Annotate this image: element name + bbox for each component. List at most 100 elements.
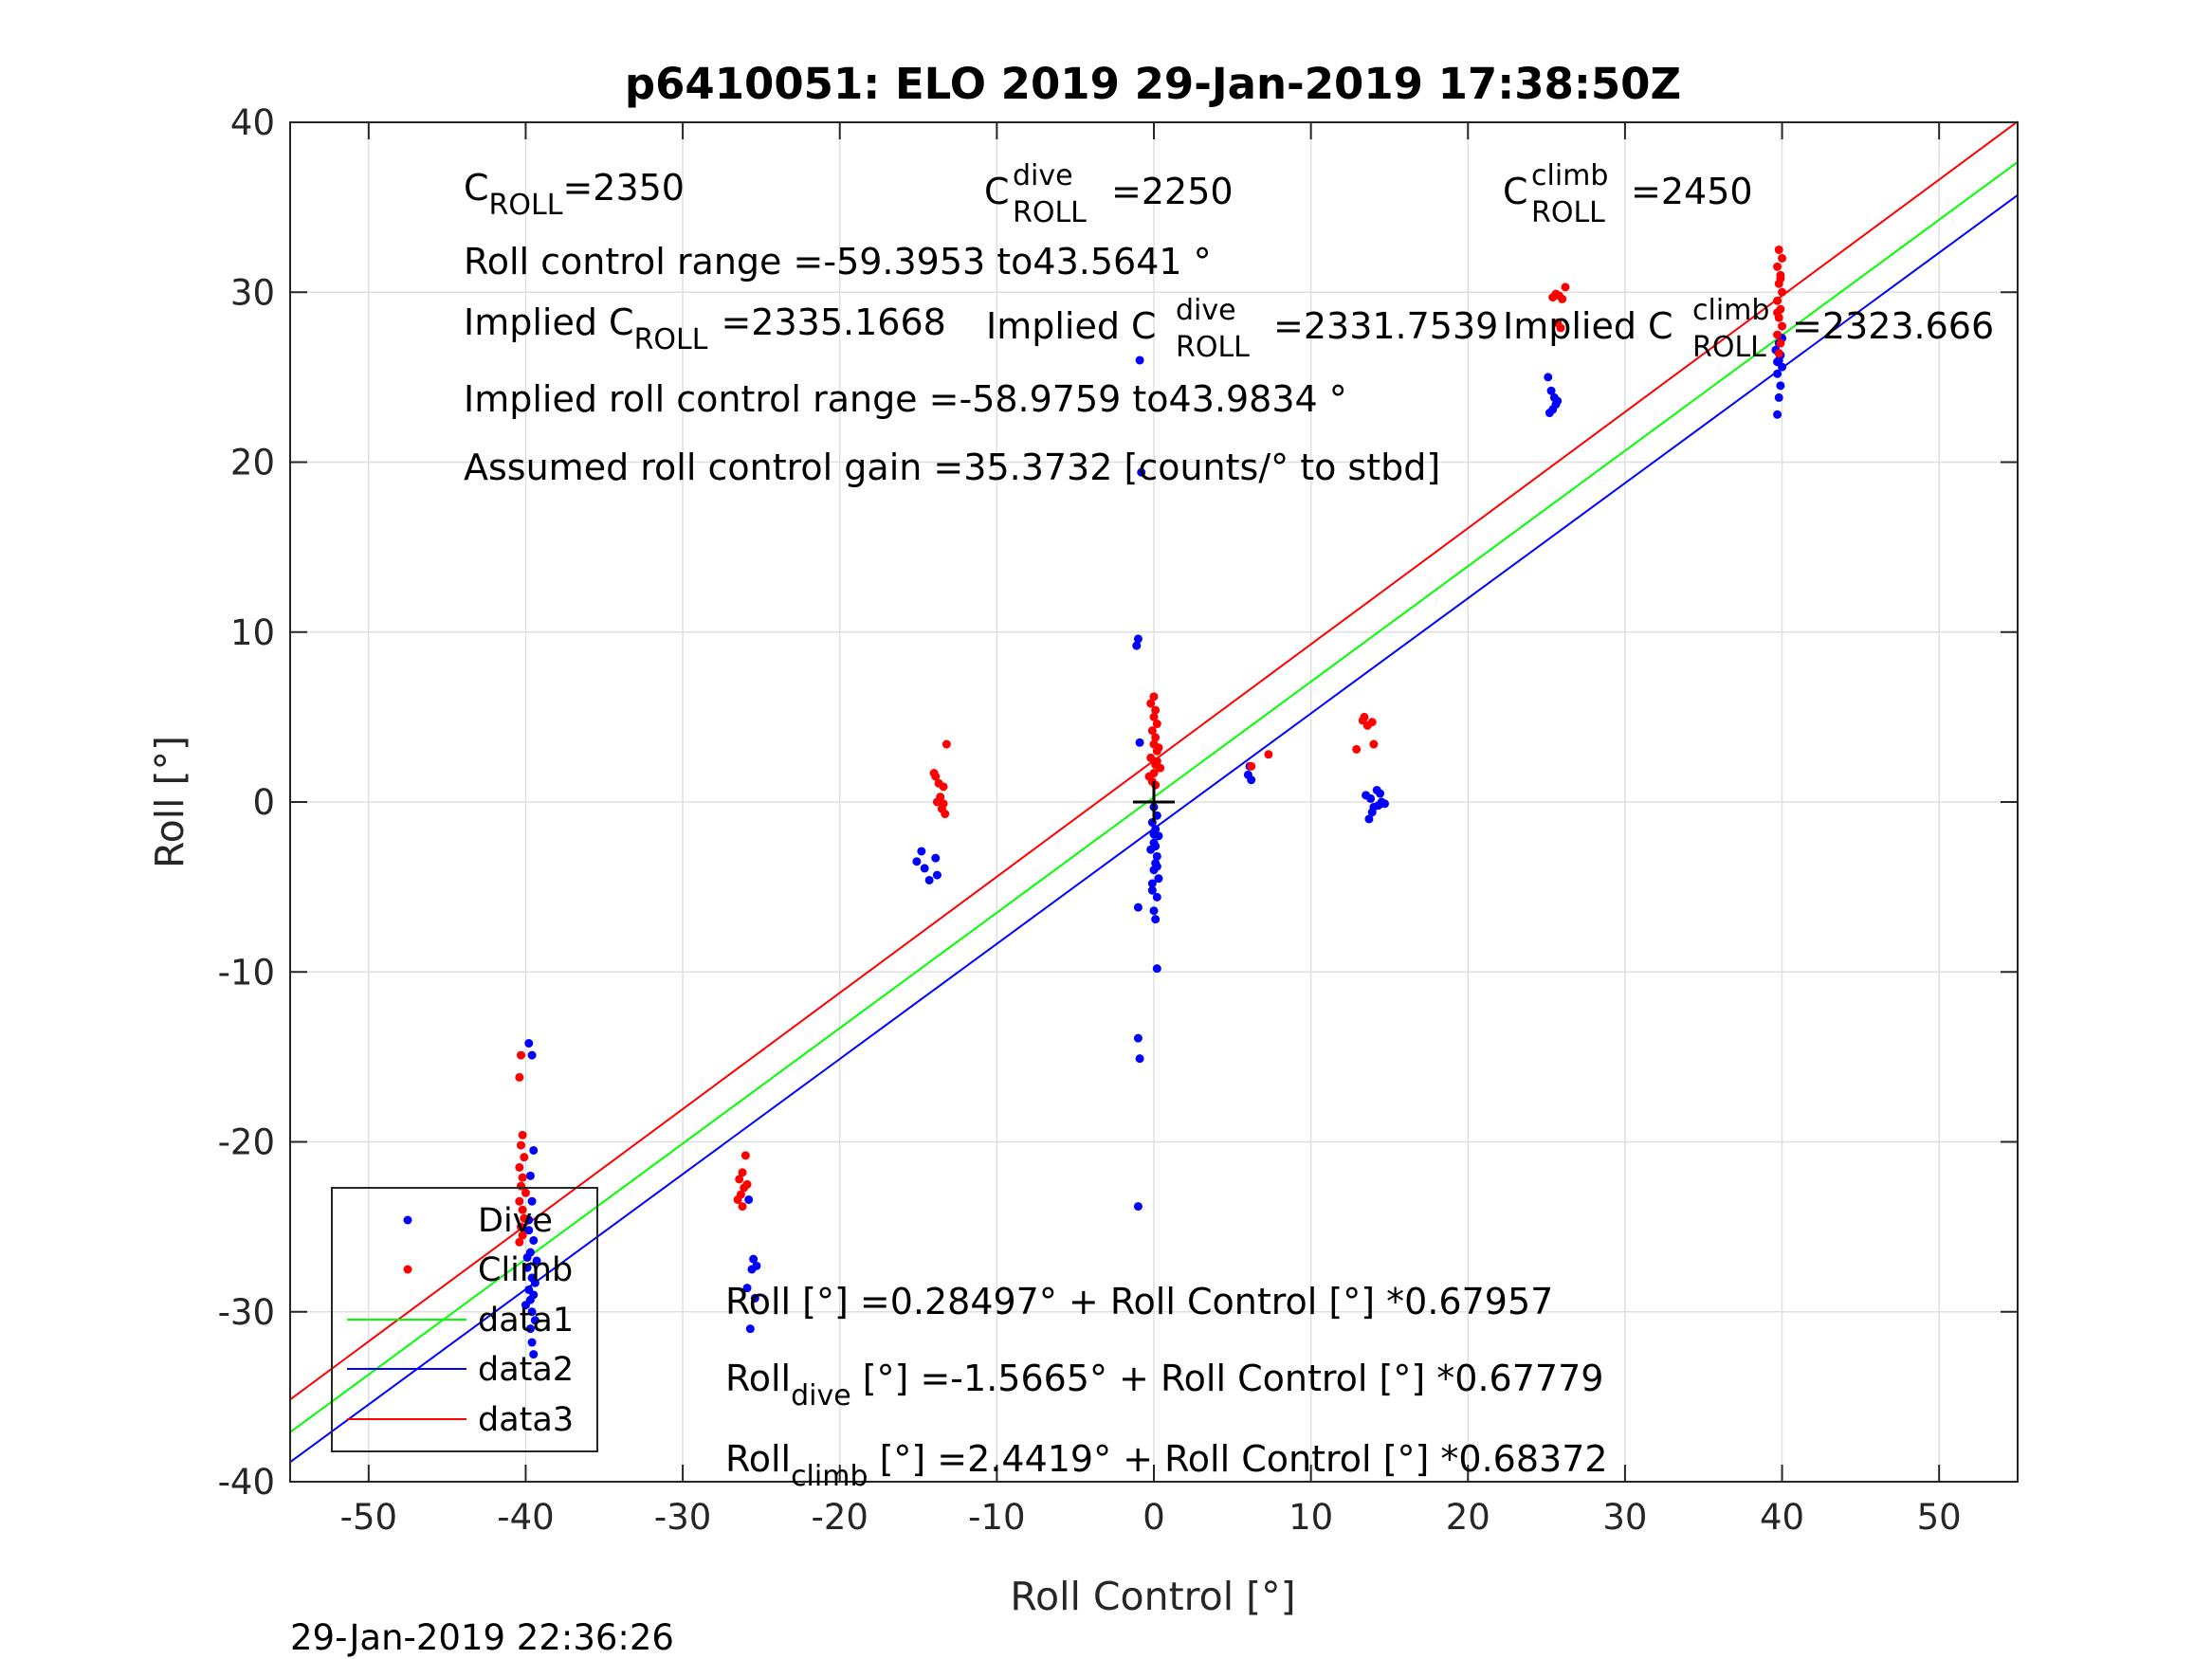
dive-point	[1776, 381, 1785, 391]
dive-point	[1133, 902, 1143, 912]
annotation-implied-roll-control-range: Implied roll control range =-58.9759 to4…	[464, 378, 1347, 420]
x-tick-label: 10	[1289, 1497, 1333, 1538]
climb-point	[1773, 330, 1782, 339]
dive-point	[1366, 793, 1376, 803]
equation-fit-dive: Rolldive [°] =-1.5665° + Roll Control [°…	[725, 1358, 1603, 1413]
y-tick-label: 40	[230, 102, 275, 143]
annotation-roll-control-range: Roll control range =-59.3953 to43.5641 °	[464, 241, 1212, 283]
equation-fit-climb: Rollclimb [°] =2.4419° + Roll Control [°…	[725, 1438, 1608, 1493]
dive-point	[1151, 842, 1161, 851]
annotation-implied-c-roll-dive: Implied C	[986, 305, 1157, 347]
climb-point	[929, 769, 939, 778]
dive-point	[1152, 862, 1161, 871]
dive-point	[524, 1039, 534, 1048]
dive-point	[1149, 830, 1159, 839]
climb-points	[515, 245, 1787, 1247]
x-tick-label: -50	[340, 1497, 397, 1538]
x-tick-label: -40	[497, 1497, 554, 1538]
climb-point	[515, 1162, 524, 1172]
climb-point	[1152, 757, 1161, 766]
chart-title: p6410051: ELO 2019 29-Jan-2019 17:38:50Z	[625, 59, 1681, 109]
footer-timestamp: 29-Jan-2019 22:36:26	[290, 1617, 674, 1658]
dive-point	[1367, 808, 1377, 817]
x-tick-label: 0	[1143, 1497, 1165, 1538]
dive-point	[1546, 386, 1556, 395]
climb-point	[520, 1153, 529, 1162]
annotation-c-roll-dive-value: =2250	[1111, 171, 1234, 212]
y-tick-label: -40	[218, 1462, 275, 1503]
climb-point	[1773, 296, 1782, 305]
climb-point	[941, 810, 950, 819]
dive-point	[912, 857, 922, 866]
climb-point	[518, 1130, 527, 1139]
legend: Dive Climb data1 data2 data3	[331, 1187, 598, 1452]
climb-point	[1154, 743, 1163, 753]
climb-point	[1156, 763, 1165, 773]
dive-point	[1545, 409, 1554, 418]
climb-point	[1352, 744, 1362, 754]
climb-point	[1152, 720, 1161, 729]
annotation-c-roll-climb-value: =2450	[1631, 171, 1753, 212]
dive-point	[744, 1194, 754, 1204]
annotation-assumed-gain: Assumed roll control gain =35.3732 [coun…	[464, 447, 1440, 488]
dive-point	[750, 1293, 759, 1303]
dive-point	[1135, 738, 1144, 747]
climb-point	[1561, 283, 1570, 292]
climb-point	[518, 1205, 527, 1214]
climb-point	[740, 1151, 750, 1160]
climb-point	[939, 799, 948, 809]
annotation-implied-c-roll-climb-sub: ROLL	[1692, 331, 1766, 364]
climb-point	[515, 1072, 524, 1082]
dive-point	[931, 853, 941, 863]
grid	[290, 122, 2018, 1482]
climb-point	[738, 1202, 747, 1212]
climb-point	[1774, 349, 1783, 358]
dive-point	[1774, 392, 1783, 402]
annotation-c-roll-dive-sub: ROLL	[1013, 196, 1087, 229]
climb-point	[1774, 245, 1783, 254]
dive-point	[1773, 369, 1782, 378]
dive-point	[530, 1316, 539, 1325]
climb-point	[936, 793, 945, 802]
dive-point	[742, 1284, 752, 1293]
dive-point	[525, 1171, 535, 1180]
legend-data2-label: data2	[478, 1351, 574, 1389]
dive-point	[1149, 906, 1159, 916]
annotation-c-roll-climb-sup: climb	[1531, 159, 1608, 192]
y-tick-label: 0	[252, 782, 275, 823]
climb-point	[1149, 692, 1159, 702]
climb-point	[1773, 308, 1782, 318]
legend-climb-label: Climb	[478, 1251, 573, 1289]
dive-point	[527, 1050, 537, 1060]
dive-point	[527, 1196, 537, 1206]
dive-point	[529, 1350, 539, 1359]
y-tick-label: 10	[230, 612, 275, 653]
dive-point	[1135, 1054, 1144, 1064]
dive-point	[920, 864, 929, 873]
x-tick-label: 40	[1760, 1497, 1804, 1538]
dive-point	[522, 1252, 532, 1262]
climb-point	[515, 1237, 524, 1247]
climb-point	[1778, 321, 1787, 331]
dive-point	[1135, 356, 1144, 365]
legend-data3-label: data3	[478, 1401, 574, 1439]
dive-point	[1247, 775, 1256, 785]
dive-point	[917, 847, 926, 856]
climb-point	[1144, 772, 1154, 781]
climb-point	[518, 1173, 527, 1182]
climb-point	[1778, 253, 1787, 263]
y-tick-label: -20	[218, 1122, 275, 1163]
climb-point	[735, 1175, 744, 1184]
dive-point	[1133, 1202, 1143, 1212]
climb-point	[515, 1196, 524, 1206]
annotation-implied-c-roll-dive-value: =2331.7539	[1273, 305, 1498, 347]
annotation-implied-c-roll-dive-sup: dive	[1176, 294, 1236, 327]
climb-point	[733, 1194, 742, 1204]
legend-dive-label: Dive	[478, 1202, 553, 1240]
climb-point	[1264, 750, 1273, 759]
annotation-c-roll-climb-sub: ROLL	[1531, 196, 1605, 229]
annotation-implied-c-roll-climb-sup: climb	[1692, 294, 1769, 327]
dive-point	[521, 1301, 530, 1310]
dive-point	[1773, 357, 1782, 367]
